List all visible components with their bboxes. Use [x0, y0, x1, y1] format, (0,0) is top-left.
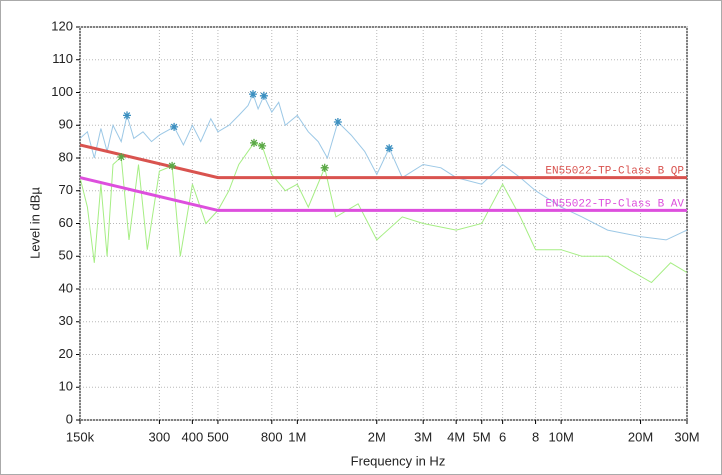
y-tick-label: 60 — [59, 215, 73, 230]
y-tick-label: 20 — [59, 346, 73, 361]
peak-marker — [320, 163, 329, 172]
y-tick-label: 80 — [59, 149, 73, 164]
peak-marker — [123, 111, 131, 120]
peak-marker — [385, 144, 394, 153]
x-tick-label: 6 — [499, 429, 506, 444]
x-tick-label: 2M — [368, 429, 386, 444]
x-tick-label: 8 — [532, 429, 539, 444]
y-tick-label: 10 — [59, 379, 73, 394]
trace — [80, 92, 687, 241]
trace — [80, 142, 687, 284]
x-tick-label: 10M — [548, 429, 573, 444]
x-tick-label: 800 — [261, 429, 283, 444]
y-tick-label: 50 — [59, 248, 73, 263]
peak-marker — [249, 90, 257, 99]
peak-marker — [168, 161, 177, 170]
limit-label: EN55022-TP-Class B QP — [545, 166, 684, 178]
y-tick-label: 120 — [51, 18, 73, 33]
limit-line — [80, 143, 687, 180]
limit-line — [80, 176, 687, 212]
x-axis-label: Frequency in Hz — [351, 453, 446, 468]
x-tick-label: 3M — [414, 429, 432, 444]
x-tick-label: 500 — [207, 429, 229, 444]
y-tick-label: 30 — [59, 313, 73, 328]
x-tick-label: 5M — [473, 429, 491, 444]
x-tick-label: 150k — [66, 429, 95, 444]
peak-marker — [333, 118, 342, 126]
x-tick-label: 20M — [628, 429, 653, 444]
peak-marker — [258, 141, 267, 150]
peak-marker — [250, 138, 258, 147]
y-tick-label: 0 — [66, 411, 73, 426]
y-tick-label: 70 — [59, 182, 73, 197]
x-tick-label: 1M — [288, 429, 306, 444]
y-tick-label: 110 — [52, 51, 73, 66]
y-tick-label: 40 — [59, 280, 73, 295]
x-tick-label: 30M — [674, 429, 699, 444]
x-tick-label: 400 — [182, 429, 204, 444]
peak-marker — [259, 91, 268, 100]
x-tick-label: 300 — [149, 429, 171, 444]
peak-marker — [170, 122, 179, 131]
peak-marker — [117, 153, 126, 161]
y-axis-label: Level in dBµ — [27, 187, 42, 259]
x-tick-label: 4M — [447, 429, 465, 444]
y-tick-label: 90 — [59, 117, 73, 132]
limit-label: EN55022-TP-Class B AV — [545, 198, 684, 210]
y-tick-label: 100 — [51, 84, 73, 99]
